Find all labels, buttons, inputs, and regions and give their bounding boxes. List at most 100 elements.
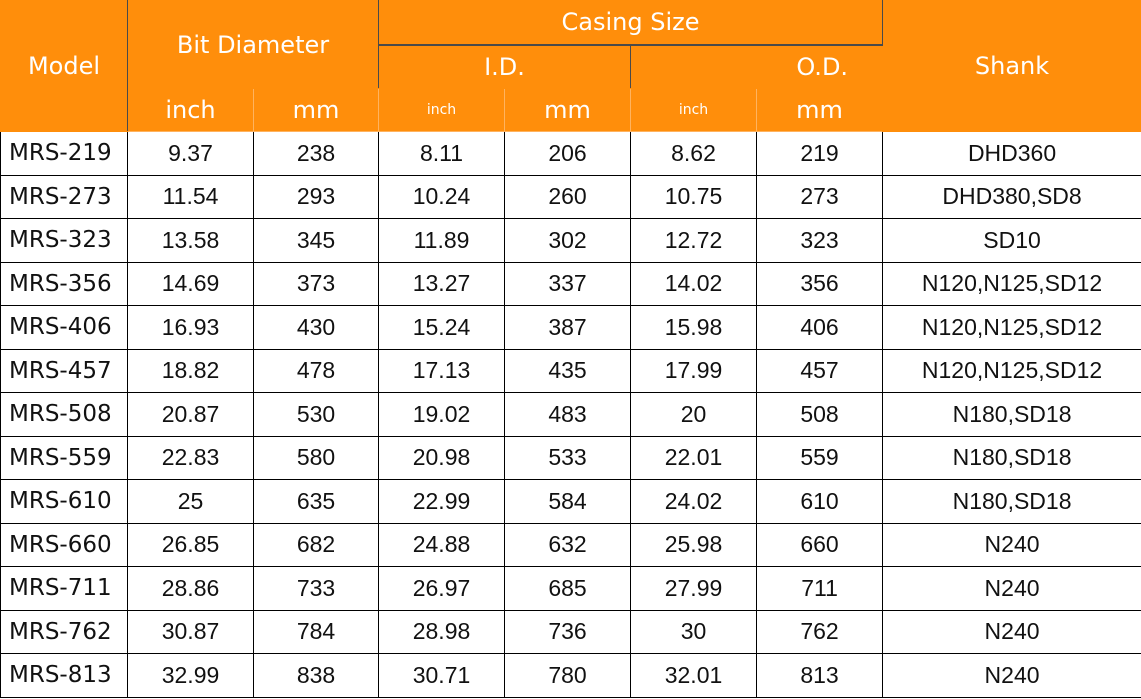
od-inch-cell: 12.72: [630, 218, 757, 263]
id-mm-cell: 685: [504, 566, 631, 611]
shank-cell: N180,SD18: [882, 392, 1141, 437]
shank-cell: SD10: [882, 218, 1141, 263]
shank-cell: N120,N125,SD12: [882, 348, 1141, 393]
od-inch-cell: 24.02: [630, 479, 757, 524]
bit-mm-cell: 293: [253, 174, 379, 219]
id-inch-cell: 20.98: [378, 435, 505, 480]
unit-id-inch: inch: [378, 88, 505, 132]
bit-mm-cell: 682: [253, 522, 379, 567]
bit-inch-cell: 28.86: [127, 566, 254, 611]
od-inch-cell: 25.98: [630, 522, 757, 567]
unit-bit-inch: inch: [127, 88, 254, 132]
unit-od-mm: mm: [755, 88, 884, 132]
od-inch-cell: 8.62: [630, 131, 757, 176]
od-mm-cell: 273: [755, 174, 884, 219]
bit-mm-cell: 580: [253, 435, 379, 480]
od-inch-cell: 15.98: [630, 305, 757, 350]
model-cell: MRS-711: [0, 566, 128, 611]
unit-id-mm: mm: [504, 88, 631, 132]
table-row: MRS-406 16.93 430 15.24 387 15.98 406 N120,N125…: [0, 305, 1141, 350]
model-cell: MRS-406: [0, 305, 128, 350]
bit-mm-cell: 238: [253, 131, 379, 176]
shank-cell: DHD360: [882, 131, 1141, 176]
bit-inch-cell: 32.99: [127, 653, 254, 698]
id-mm-cell: 260: [504, 174, 631, 219]
id-inch-cell: 19.02: [378, 392, 505, 437]
id-mm-cell: 533: [504, 435, 631, 480]
id-inch-cell: 11.89: [378, 218, 505, 263]
header-shank: Shank: [882, 0, 1141, 132]
table-row: MRS-457 18.82 478 17.13 435 17.99 457 N120,N125…: [0, 348, 1141, 393]
shank-cell: DHD380,SD8: [882, 174, 1141, 219]
id-mm-cell: 435: [504, 348, 631, 393]
od-mm-cell: 457: [755, 348, 884, 393]
id-inch-cell: 10.24: [378, 174, 505, 219]
bit-mm-cell: 530: [253, 392, 379, 437]
bit-mm-cell: 733: [253, 566, 379, 611]
id-inch-cell: 28.98: [378, 609, 505, 654]
id-inch-cell: 15.24: [378, 305, 505, 350]
od-mm-cell: 559: [755, 435, 884, 480]
id-mm-cell: 337: [504, 261, 631, 306]
model-cell: MRS-762: [0, 609, 128, 654]
model-cell: MRS-219: [0, 131, 128, 176]
id-mm-cell: 780: [504, 653, 631, 698]
model-cell: MRS-508: [0, 392, 128, 437]
id-mm-cell: 736: [504, 609, 631, 654]
table-row: MRS-610 25 635 22.99 584 24.02 610 N180,SD18: [0, 479, 1141, 524]
table-row: MRS-219 9.37 238 8.11 206 8.62 219 DHD360: [0, 131, 1141, 176]
header-row-2: I.D. O.D.: [1, 43, 1141, 89]
od-mm-cell: 660: [755, 522, 884, 567]
unit-od-inch: inch: [630, 88, 757, 132]
model-cell: MRS-323: [0, 218, 128, 263]
od-mm-cell: 406: [755, 305, 884, 350]
model-cell: MRS-610: [0, 479, 128, 524]
bit-inch-cell: 26.85: [127, 522, 254, 567]
id-mm-cell: 632: [504, 522, 631, 567]
shank-cell: N120,N125,SD12: [882, 305, 1141, 350]
id-inch-cell: 13.27: [378, 261, 505, 306]
bit-mm-cell: 478: [253, 348, 379, 393]
od-inch-cell: 14.02: [630, 261, 757, 306]
bit-inch-cell: 16.93: [127, 305, 254, 350]
header-id: I.D.: [378, 43, 631, 89]
od-inch-cell: 22.01: [630, 435, 757, 480]
bit-mm-cell: 373: [253, 261, 379, 306]
bit-inch-cell: 18.82: [127, 348, 254, 393]
shank-cell: N240: [882, 522, 1141, 567]
header-casing-size: Casing Size: [377, 0, 884, 46]
id-mm-cell: 584: [504, 479, 631, 524]
table-row: MRS-711 28.86 733 26.97 685 27.99 711 N240: [0, 566, 1141, 611]
model-cell: MRS-813: [0, 653, 128, 698]
od-mm-cell: 762: [755, 609, 884, 654]
model-cell: MRS-273: [0, 174, 128, 219]
id-mm-cell: 206: [504, 131, 631, 176]
id-mm-cell: 302: [504, 218, 631, 263]
unit-bit-mm: mm: [253, 88, 379, 132]
od-mm-cell: 813: [755, 653, 884, 698]
shank-cell: N240: [882, 609, 1141, 654]
id-inch-cell: 17.13: [378, 348, 505, 393]
bit-inch-cell: 9.37: [127, 131, 254, 176]
shank-cell: N180,SD18: [882, 435, 1141, 480]
model-cell: MRS-356: [0, 261, 128, 306]
shank-cell: N240: [882, 566, 1141, 611]
header-od: O.D.: [629, 43, 884, 89]
table-row: MRS-508 20.87 530 19.02 483 20 508 N180,SD18: [0, 392, 1141, 437]
od-inch-cell: 32.01: [630, 653, 757, 698]
od-mm-cell: 356: [755, 261, 884, 306]
id-inch-cell: 22.99: [378, 479, 505, 524]
shank-cell: N180,SD18: [882, 479, 1141, 524]
table-row: MRS-559 22.83 580 20.98 533 22.01 559 N180,SD18: [0, 435, 1141, 480]
id-mm-cell: 387: [504, 305, 631, 350]
id-inch-cell: 26.97: [378, 566, 505, 611]
od-inch-cell: 17.99: [630, 348, 757, 393]
bit-inch-cell: 22.83: [127, 435, 254, 480]
bit-inch-cell: 25: [127, 479, 254, 524]
od-mm-cell: 323: [755, 218, 884, 263]
bit-inch-cell: 30.87: [127, 609, 254, 654]
table-row: MRS-356 14.69 373 13.27 337 14.02 356 N120,N125…: [0, 261, 1141, 306]
bit-inch-cell: 14.69: [127, 261, 254, 306]
od-inch-cell: 20: [630, 392, 757, 437]
